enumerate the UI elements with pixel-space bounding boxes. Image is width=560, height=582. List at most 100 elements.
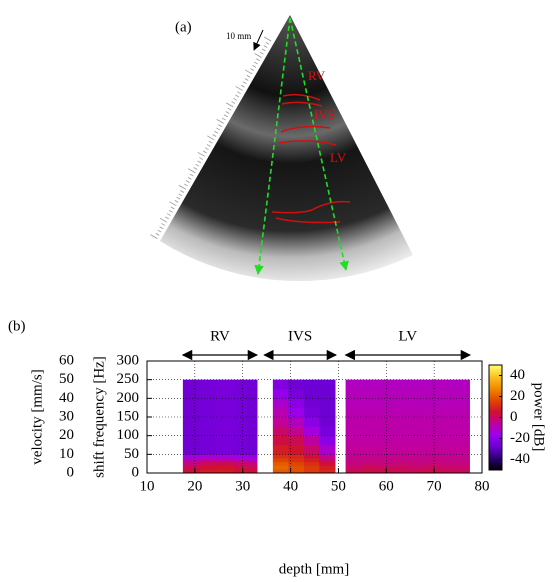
colorbar-segment: [489, 429, 502, 432]
heatmap-cell: [345, 426, 363, 437]
colorbar-segment: [489, 445, 502, 448]
heatmap-cell: [247, 465, 258, 470]
heatmap-cell: [441, 461, 457, 466]
heatmap-cell: [216, 445, 234, 455]
colorbar-segment: [489, 427, 502, 430]
heatmap-cell: [362, 458, 378, 463]
heatmap-cell: [182, 435, 201, 446]
heatmap-cell: [182, 389, 201, 399]
ruler-tick: [218, 124, 222, 127]
ruler-tick: [216, 127, 221, 131]
heatmap-cell: [272, 458, 289, 463]
heatmap-cell: [247, 379, 258, 390]
colorbar-segment: [489, 367, 502, 370]
colorbar-segment: [489, 457, 502, 460]
colorbar-segment: [489, 461, 502, 464]
heatmap-cell: [182, 398, 201, 409]
region-label: LV: [330, 150, 347, 165]
heatmap-cell: [233, 379, 248, 390]
ruler-tick: [161, 223, 166, 226]
colorbar-segment: [489, 448, 502, 451]
heatmap-cell: [216, 379, 234, 390]
ruler-tick: [207, 135, 215, 141]
heatmap-cell: [424, 407, 442, 418]
colorbar-segment: [489, 425, 502, 428]
scale-ruler: [150, 36, 272, 239]
colorbar-segment: [489, 396, 502, 399]
colorbar-segment: [489, 458, 502, 461]
heatmap-cell: [233, 454, 248, 459]
colorbar-segment: [489, 389, 502, 392]
colorbar-segment: [489, 462, 502, 465]
ruler-tick: [189, 173, 194, 177]
heatmap-cell: [455, 426, 470, 437]
heatmap-cell: [393, 398, 411, 409]
colorbar-segment: [489, 411, 502, 414]
ruler-tick: [263, 45, 268, 48]
y-tick-label: 0: [132, 464, 140, 480]
heatmap-cell: [233, 389, 248, 399]
colorbar-segment: [489, 432, 502, 435]
heatmap-cell: [216, 398, 234, 409]
heatmap-cell: [410, 465, 425, 470]
region-label: LV: [399, 328, 418, 344]
heatmap-cell: [199, 445, 217, 455]
colorbar-segment: [489, 437, 502, 440]
ruler-tick: [195, 163, 200, 167]
heatmap-cell: [441, 454, 457, 459]
heatmap-cell: [424, 454, 442, 459]
heatmap-cell: [410, 461, 425, 466]
heatmap-cell: [362, 379, 378, 390]
colorbar-segment: [489, 417, 502, 420]
heatmap-cell: [455, 435, 470, 446]
heatmap-cell: [376, 458, 394, 463]
x-tick-label: 70: [427, 478, 442, 494]
ruler-tick: [223, 114, 228, 118]
heatmap-cell: [288, 426, 305, 437]
heatmap-cell: [272, 407, 289, 418]
colorbar-segment: [489, 446, 502, 449]
heatmap-cell: [303, 379, 320, 390]
ruler-tick: [231, 101, 236, 104]
ruler-tick: [235, 86, 243, 91]
colorbar-segment: [489, 467, 502, 470]
ruler-tick: [255, 58, 260, 62]
wall-trace: [271, 93, 351, 224]
heatmap-cell: [376, 465, 394, 470]
heatmap-cell: [182, 407, 201, 418]
heatmap-cell: [376, 469, 394, 474]
region-label: IVS: [314, 107, 335, 122]
heatmap-cell: [376, 389, 394, 399]
colorbar-segment: [489, 381, 502, 384]
heatmap-cell: [345, 465, 363, 470]
x-tick-label: 60: [379, 478, 394, 494]
ruler-tick: [197, 160, 202, 164]
colorbar-segment: [489, 413, 502, 416]
heatmap-cell: [393, 469, 411, 474]
heatmap-cell: [288, 389, 305, 399]
ruler-tick: [185, 180, 190, 183]
heatmap-cell: [319, 379, 336, 390]
ruler-tick: [208, 140, 213, 144]
colorbar-segment: [489, 405, 502, 408]
heatmap-cell: [319, 461, 336, 466]
colorbar-segment: [489, 403, 502, 406]
scan-line: [289, 17, 349, 271]
heatmap-cell: [182, 454, 201, 459]
colorbar-segment: [489, 433, 502, 436]
heatmap-cell: [303, 445, 320, 455]
y2-tick-label: 40: [59, 390, 74, 406]
colorbar-segment: [489, 430, 502, 433]
heatmap-cell: [303, 465, 320, 470]
ruler-tick: [183, 183, 188, 187]
colorbar-segment: [489, 460, 502, 463]
ruler-tick: [233, 97, 238, 101]
colorbar-segment: [489, 408, 502, 411]
ruler-tick: [178, 184, 186, 190]
heatmap-cell: [393, 417, 411, 427]
colorbar-segment: [489, 453, 502, 456]
colorbar-segment: [489, 459, 502, 462]
heatmap-cell: [216, 465, 234, 470]
heatmap-cell: [424, 398, 442, 409]
heatmap-cell: [247, 426, 258, 437]
